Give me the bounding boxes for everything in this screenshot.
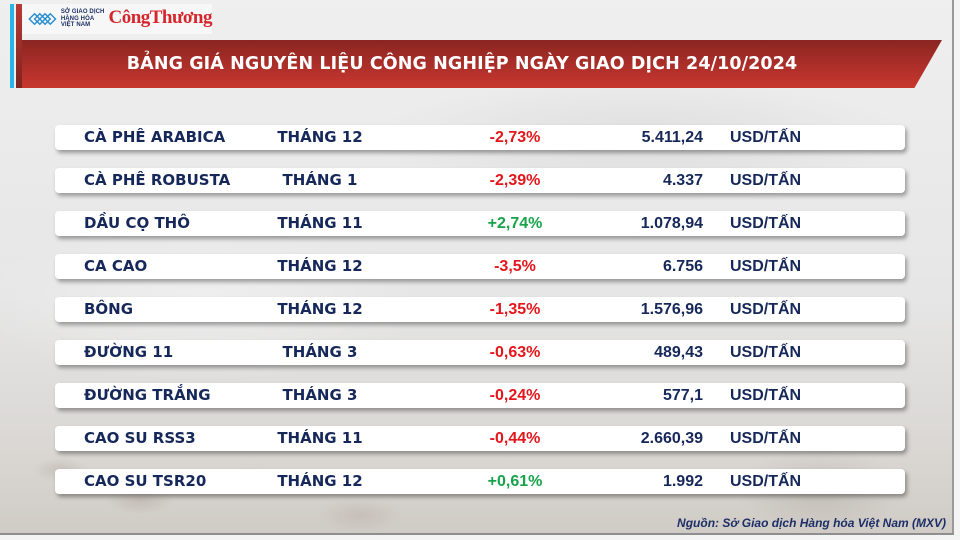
accent-bar-cyan xyxy=(10,4,14,88)
table-row: CA CAO THÁNG 12 -3,5% 6.756 USD/TẤN xyxy=(55,254,905,279)
congthuong-logo: CôngThương xyxy=(108,7,212,28)
price-value: 5.411,24 xyxy=(641,129,703,146)
price-unit: USD/TẤN xyxy=(730,215,802,232)
contract-month: THÁNG 12 xyxy=(277,472,363,490)
price-value: 4.337 xyxy=(662,172,703,189)
price-change: -3,5% xyxy=(494,258,536,275)
table-row: BÔNG THÁNG 12 -1,35% 1.576,96 USD/TẤN xyxy=(55,297,905,322)
contract-month: THÁNG 1 xyxy=(282,171,358,189)
price-change: -2,73% xyxy=(489,129,541,146)
price-unit: USD/TẤN xyxy=(730,430,802,447)
page-title: BẢNG GIÁ NGUYÊN LIỆU CÔNG NGHIỆP NGÀY GI… xyxy=(126,54,798,74)
table-row: ĐƯỜNG 11 THÁNG 3 -0,63% 489,43 USD/TẤN xyxy=(55,340,905,365)
price-unit: USD/TẤN xyxy=(730,387,802,404)
price-value: 2.660,39 xyxy=(640,430,703,447)
mxv-logo-text: SỞ GIAO DỊCH HÀNG HÓA VIỆT NAM xyxy=(61,9,105,29)
table-row: CAO SU TSR20 THÁNG 12 +0,61% 1.992 USD/T… xyxy=(55,469,905,494)
price-change: -1,35% xyxy=(489,301,541,318)
title-banner xyxy=(22,40,942,88)
price-unit: USD/TẤN xyxy=(730,473,802,490)
price-unit: USD/TẤN xyxy=(730,129,802,146)
commodity-name: CAO SU RSS3 xyxy=(84,429,196,447)
price-change: +0,61% xyxy=(487,473,543,490)
price-change: -0,24% xyxy=(489,387,541,404)
price-unit: USD/TẤN xyxy=(730,344,802,361)
price-unit: USD/TẤN xyxy=(730,258,802,275)
commodity-name: CAO SU TSR20 xyxy=(84,472,207,490)
contract-month: THÁNG 12 xyxy=(277,128,363,146)
frame-margin-bottom xyxy=(0,535,960,540)
price-unit: USD/TẤN xyxy=(730,301,802,318)
frame-margin-right xyxy=(954,0,960,540)
header-logos: SỞ GIAO DỊCH HÀNG HÓA VIỆT NAM CôngThươn… xyxy=(22,4,212,34)
table-row: CÀ PHÊ ROBUSTA THÁNG 1 -2,39% 4.337 USD/… xyxy=(55,168,905,193)
contract-month: THÁNG 3 xyxy=(282,386,358,404)
price-value: 6.756 xyxy=(662,258,703,275)
table-row: CÀ PHÊ ARABICA THÁNG 12 -2,73% 5.411,24 … xyxy=(55,125,905,150)
logo-line-3: VIỆT NAM xyxy=(60,22,91,29)
commodity-name: BÔNG xyxy=(84,300,134,318)
frame-border-bottom xyxy=(0,533,954,535)
contract-month: THÁNG 11 xyxy=(277,214,363,232)
price-unit: USD/TẤN xyxy=(730,172,802,189)
commodity-name: CA CAO xyxy=(84,257,148,275)
price-value: 577,1 xyxy=(662,387,703,404)
table-row: ĐƯỜNG TRẮNG THÁNG 3 -0,24% 577,1 USD/TẤN xyxy=(55,383,905,408)
price-value: 1.992 xyxy=(662,473,703,490)
commodity-name: ĐƯỜNG TRẮNG xyxy=(84,386,211,404)
price-value: 489,43 xyxy=(654,344,703,361)
commodity-name: CÀ PHÊ ROBUSTA xyxy=(84,171,231,189)
price-table: CÀ PHÊ ARABICA THÁNG 12 -2,73% 5.411,24 … xyxy=(55,125,905,512)
table-row: CAO SU RSS3 THÁNG 11 -0,44% 2.660,39 USD… xyxy=(55,426,905,451)
commodity-name: DẦU CỌ THÔ xyxy=(84,214,190,232)
contract-month: THÁNG 12 xyxy=(277,257,363,275)
price-change: -2,39% xyxy=(489,172,541,189)
source-caption: Nguồn: Sở Giao dịch Hàng hóa Việt Nam (M… xyxy=(677,516,946,530)
price-value: 1.078,94 xyxy=(640,215,703,232)
contract-month: THÁNG 3 xyxy=(282,343,358,361)
accent-bar-red xyxy=(16,4,22,88)
logo-line-2: HÀNG HÓA xyxy=(60,15,95,22)
price-change: -0,44% xyxy=(489,430,541,447)
logo-line-1: SỞ GIAO DỊCH xyxy=(60,9,105,16)
mxv-logo-icon xyxy=(28,12,57,26)
commodity-name: ĐƯỜNG 11 xyxy=(84,343,174,361)
contract-month: THÁNG 11 xyxy=(277,429,363,447)
table-row: DẦU CỌ THÔ THÁNG 11 +2,74% 1.078,94 USD/… xyxy=(55,211,905,236)
price-value: 1.576,96 xyxy=(640,301,703,318)
price-change: +2,74% xyxy=(487,215,543,232)
frame-border-right xyxy=(952,0,954,535)
contract-month: THÁNG 12 xyxy=(277,300,363,318)
price-change: -0,63% xyxy=(489,344,541,361)
commodity-name: CÀ PHÊ ARABICA xyxy=(84,128,226,146)
